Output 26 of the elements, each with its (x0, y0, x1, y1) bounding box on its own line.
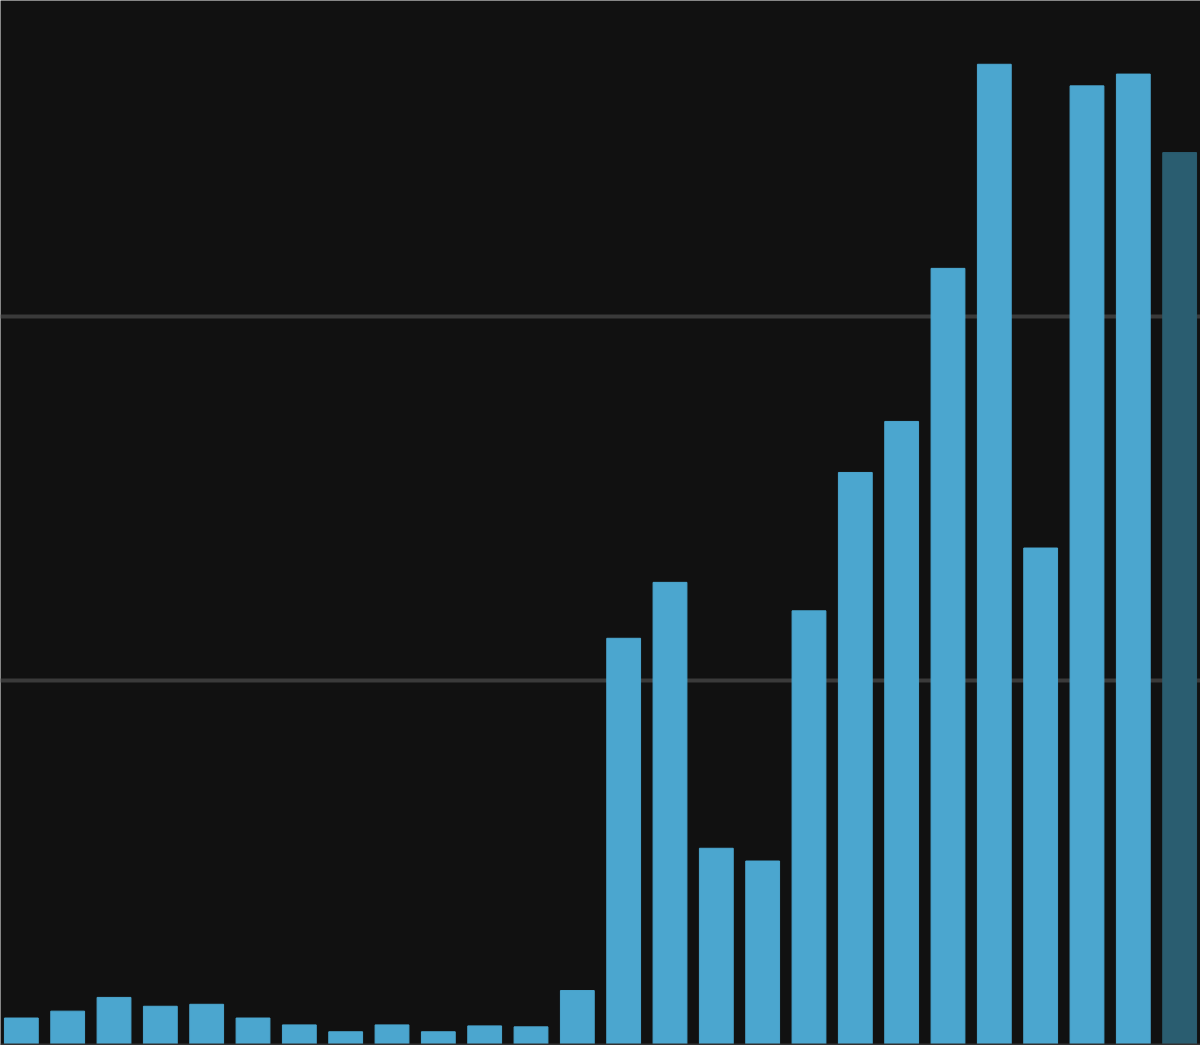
bar (884, 420, 920, 1045)
bar (189, 1003, 225, 1045)
bar (1023, 547, 1059, 1045)
bar (374, 1024, 410, 1045)
bar (1115, 73, 1151, 1045)
bar (467, 1025, 503, 1045)
bar (1069, 85, 1105, 1045)
bar (837, 471, 873, 1045)
bar (559, 990, 595, 1045)
bar (50, 1010, 86, 1045)
bar (745, 860, 781, 1045)
bar (281, 1024, 317, 1045)
bar (96, 996, 132, 1045)
bar (3, 1017, 39, 1045)
bar (328, 1031, 364, 1045)
bar (420, 1031, 456, 1045)
bar (513, 1026, 549, 1045)
bar (235, 1017, 271, 1045)
bar (1162, 152, 1198, 1045)
bar (791, 610, 827, 1045)
bar (976, 63, 1012, 1045)
bar (652, 581, 688, 1045)
bar (606, 637, 642, 1045)
bar (930, 267, 966, 1045)
bar (142, 1005, 178, 1045)
bar (698, 847, 734, 1045)
